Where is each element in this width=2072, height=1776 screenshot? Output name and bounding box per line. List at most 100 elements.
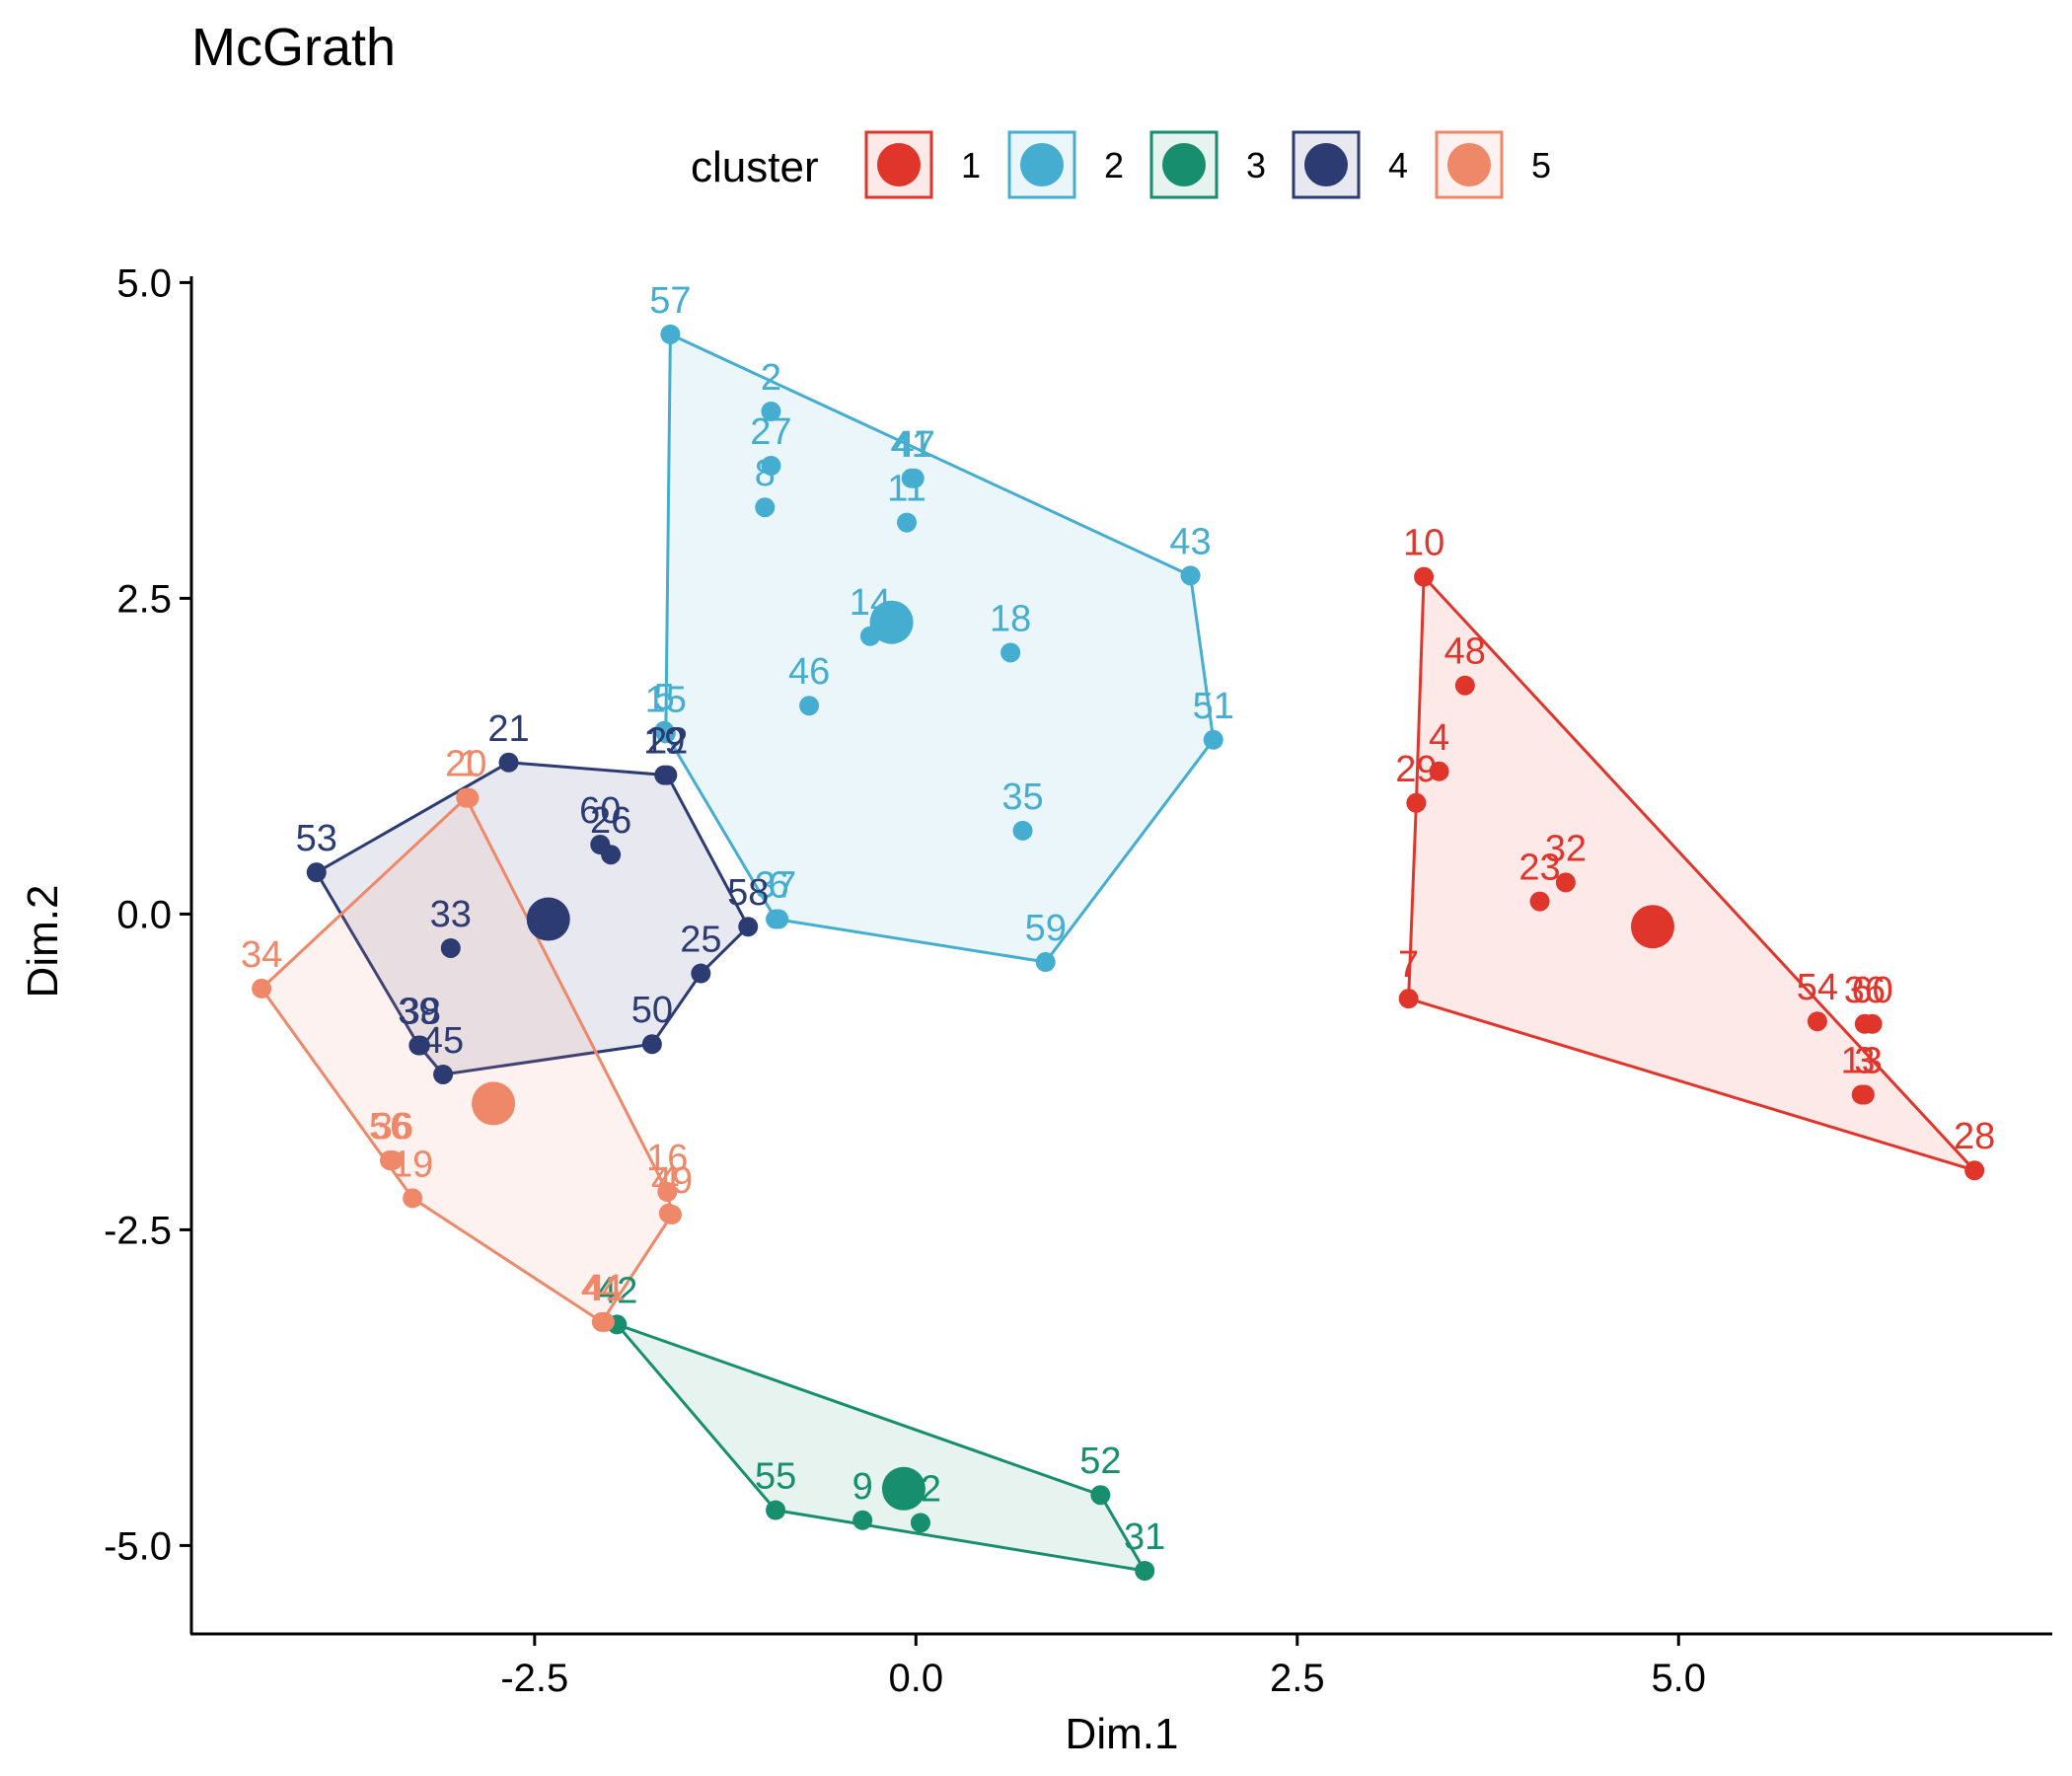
point-label: 41 (584, 1268, 626, 1309)
cluster-1-point (1429, 761, 1449, 781)
point-label: 28 (1954, 1116, 1995, 1157)
cluster-3-point (1135, 1561, 1155, 1581)
legend-label-5: 5 (1531, 145, 1551, 185)
point-label: 8 (755, 453, 776, 494)
y-tick-label: 2.5 (116, 577, 172, 621)
point-label: 60 (1851, 970, 1892, 1011)
point-label: 6 (769, 865, 789, 907)
point-label: 9 (852, 1466, 873, 1508)
point-label: 37 (755, 865, 796, 907)
cluster-2-point (660, 324, 681, 344)
point-label: 5 (654, 677, 675, 718)
cluster-1-point (1555, 872, 1576, 893)
cluster-5-centroid (472, 1081, 516, 1126)
cluster-5-point (594, 1311, 615, 1332)
legend-label-4: 4 (1388, 145, 1408, 185)
point-label: 36 (372, 1106, 413, 1147)
legend-swatch-3 (1162, 143, 1206, 186)
cluster-hulls (259, 333, 1976, 1573)
chart-title: McGrath (191, 18, 396, 77)
point-label: 15 (645, 679, 687, 720)
point-label: 21 (487, 708, 529, 750)
cluster-5-point (657, 1182, 678, 1202)
cluster-4-point (601, 845, 622, 865)
cluster-1-point (1398, 989, 1419, 1009)
cluster-1-hull (1407, 575, 1976, 1172)
point-label: 46 (788, 651, 830, 693)
cluster-4-point (641, 1034, 662, 1055)
point-label: 31 (1124, 1517, 1165, 1558)
cluster-5-point (383, 1150, 404, 1170)
point-label: 42 (596, 1270, 637, 1311)
point-label: 3 (1854, 1040, 1875, 1081)
legend: cluster 1 2 3 4 5 (691, 130, 1551, 199)
point-label: 58 (727, 872, 769, 914)
point-label: 1 (459, 744, 480, 785)
cluster-1-point (1414, 566, 1435, 587)
point-label: 2 (761, 357, 781, 399)
point-label: 48 (1444, 631, 1486, 673)
legend-label-3: 3 (1246, 145, 1266, 185)
point-label: 57 (649, 280, 691, 322)
y-axis-title: Dim.2 (19, 885, 67, 999)
point-label: 7 (1398, 944, 1419, 986)
point-label: 53 (296, 818, 337, 859)
point-label: 14 (850, 582, 891, 624)
y-tick-label: 0.0 (116, 893, 172, 936)
point-label: 55 (755, 1456, 796, 1498)
point-label: 11 (887, 469, 925, 510)
point-label: 19 (643, 721, 685, 763)
point-label: 10 (1403, 523, 1444, 564)
cluster-2-point (1035, 952, 1056, 973)
cluster-4-point (440, 937, 461, 958)
cluster-1-point (1862, 1013, 1883, 1034)
point-label: 4 (658, 1159, 679, 1201)
cluster-1-point (1807, 1011, 1827, 1032)
legend-label-2: 2 (1104, 145, 1124, 185)
legend-swatch-5 (1447, 143, 1491, 186)
cluster-4-point (409, 1035, 430, 1056)
cluster-1-point (1406, 792, 1427, 813)
cluster-2-centroid (869, 600, 914, 644)
point-label: 52 (1079, 1441, 1121, 1482)
point-label: 44 (581, 1268, 623, 1309)
cluster-4-point (498, 752, 519, 773)
point-label: 32 (1545, 828, 1587, 869)
cluster-2-point (755, 497, 776, 518)
point-label: 60 (579, 790, 621, 832)
cluster-2-point (904, 468, 925, 488)
point-label: 4 (1429, 717, 1449, 759)
axes: -2.5 0.0 2.5 5.0 5.0 2.5 0.0 -2.5 -5.0 (104, 261, 2052, 1700)
cluster-2-point (1012, 820, 1033, 841)
point-label: 47 (894, 424, 935, 466)
cluster-2-point (761, 456, 781, 476)
cluster-4-point (657, 765, 678, 785)
legend-title: cluster (691, 143, 819, 191)
point-label: 25 (680, 920, 721, 961)
cluster-1-point (1529, 891, 1550, 912)
cluster-3-point (1090, 1485, 1111, 1506)
point-label: 18 (990, 598, 1031, 639)
cluster-5-point (658, 1203, 679, 1223)
cluster-2-point (761, 401, 781, 421)
cluster-2-point (799, 696, 820, 716)
x-axis-title: Dim.1 (1066, 1710, 1179, 1758)
cluster-3-point (852, 1510, 873, 1530)
cluster-centroids (472, 600, 1674, 1511)
point-label: 16 (646, 1138, 688, 1179)
data-points (252, 324, 1985, 1581)
cluster-1-centroid (1630, 905, 1674, 949)
cluster-2-point (897, 512, 918, 533)
cluster-2-point (1180, 565, 1201, 586)
cluster-1-point (1964, 1160, 1985, 1181)
cluster-4-point (306, 862, 327, 883)
point-label: 36 (1844, 970, 1886, 1011)
cluster-2-point (1203, 729, 1223, 750)
point-label: 38 (400, 992, 441, 1033)
cluster-4-point (738, 917, 759, 937)
point-label: 19 (392, 1144, 433, 1185)
cluster-2-point (1000, 642, 1021, 663)
point-label: 45 (422, 1020, 464, 1062)
point-label: 39 (398, 992, 439, 1033)
